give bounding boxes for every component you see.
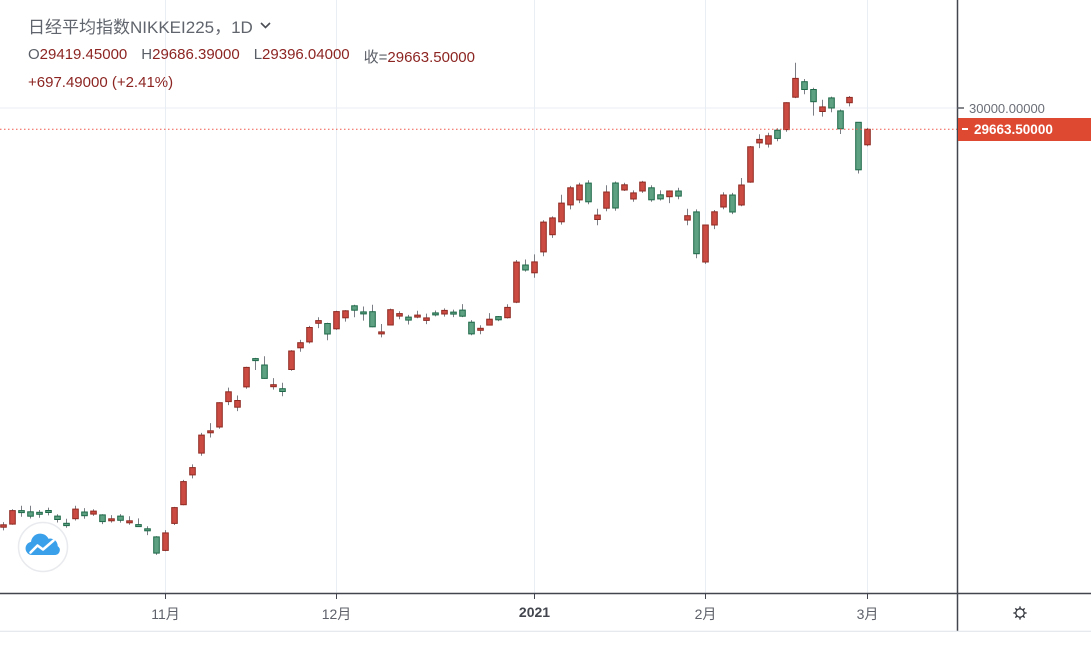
high-label: H: [141, 46, 153, 63]
close-value: 29663.50000: [387, 49, 475, 66]
open-value: 29419.45000: [39, 46, 128, 63]
price-scale-settings-button[interactable]: [1005, 599, 1035, 627]
time-tick-label: 3月: [856, 606, 879, 622]
time-tick-label: 2021: [518, 604, 551, 620]
chevron-down-icon[interactable]: [260, 22, 271, 29]
candlestick-chart[interactable]: [0, 0, 1091, 632]
ohlc-readout: O29419.45000 H29686.39000 L29396.04000 收…: [28, 46, 489, 67]
price-axis-tick-label: 30000.00000: [969, 100, 1045, 116]
sun-icon: [1013, 606, 1027, 620]
last-price-badge: 29663.50000: [958, 117, 1091, 141]
brand-logo[interactable]: [17, 521, 69, 573]
time-tick-label: 11月: [151, 606, 180, 622]
change-readout: +697.49000 (+2.41%): [28, 74, 174, 91]
chart-canvas[interactable]: [0, 0, 1091, 632]
low-value: 29396.04000: [262, 46, 350, 63]
last-price-value: 29663.50000: [974, 121, 1053, 137]
high-value: 29686.39000: [152, 46, 240, 63]
time-tick-label: 2月: [694, 606, 717, 622]
symbol-title[interactable]: 日经平均指数NIKKEI225，1D: [28, 18, 253, 37]
badge-tick-dash: [962, 128, 968, 131]
close-label: 收=: [363, 49, 388, 66]
low-label: L: [253, 46, 263, 63]
open-label: O: [28, 46, 40, 63]
cloud-chart-logo-icon: [17, 521, 69, 573]
symbol-legend: 日经平均指数NIKKEI225，1D O29419.45000 H29686.3…: [28, 13, 489, 91]
time-tick-label: 12月: [321, 606, 352, 622]
